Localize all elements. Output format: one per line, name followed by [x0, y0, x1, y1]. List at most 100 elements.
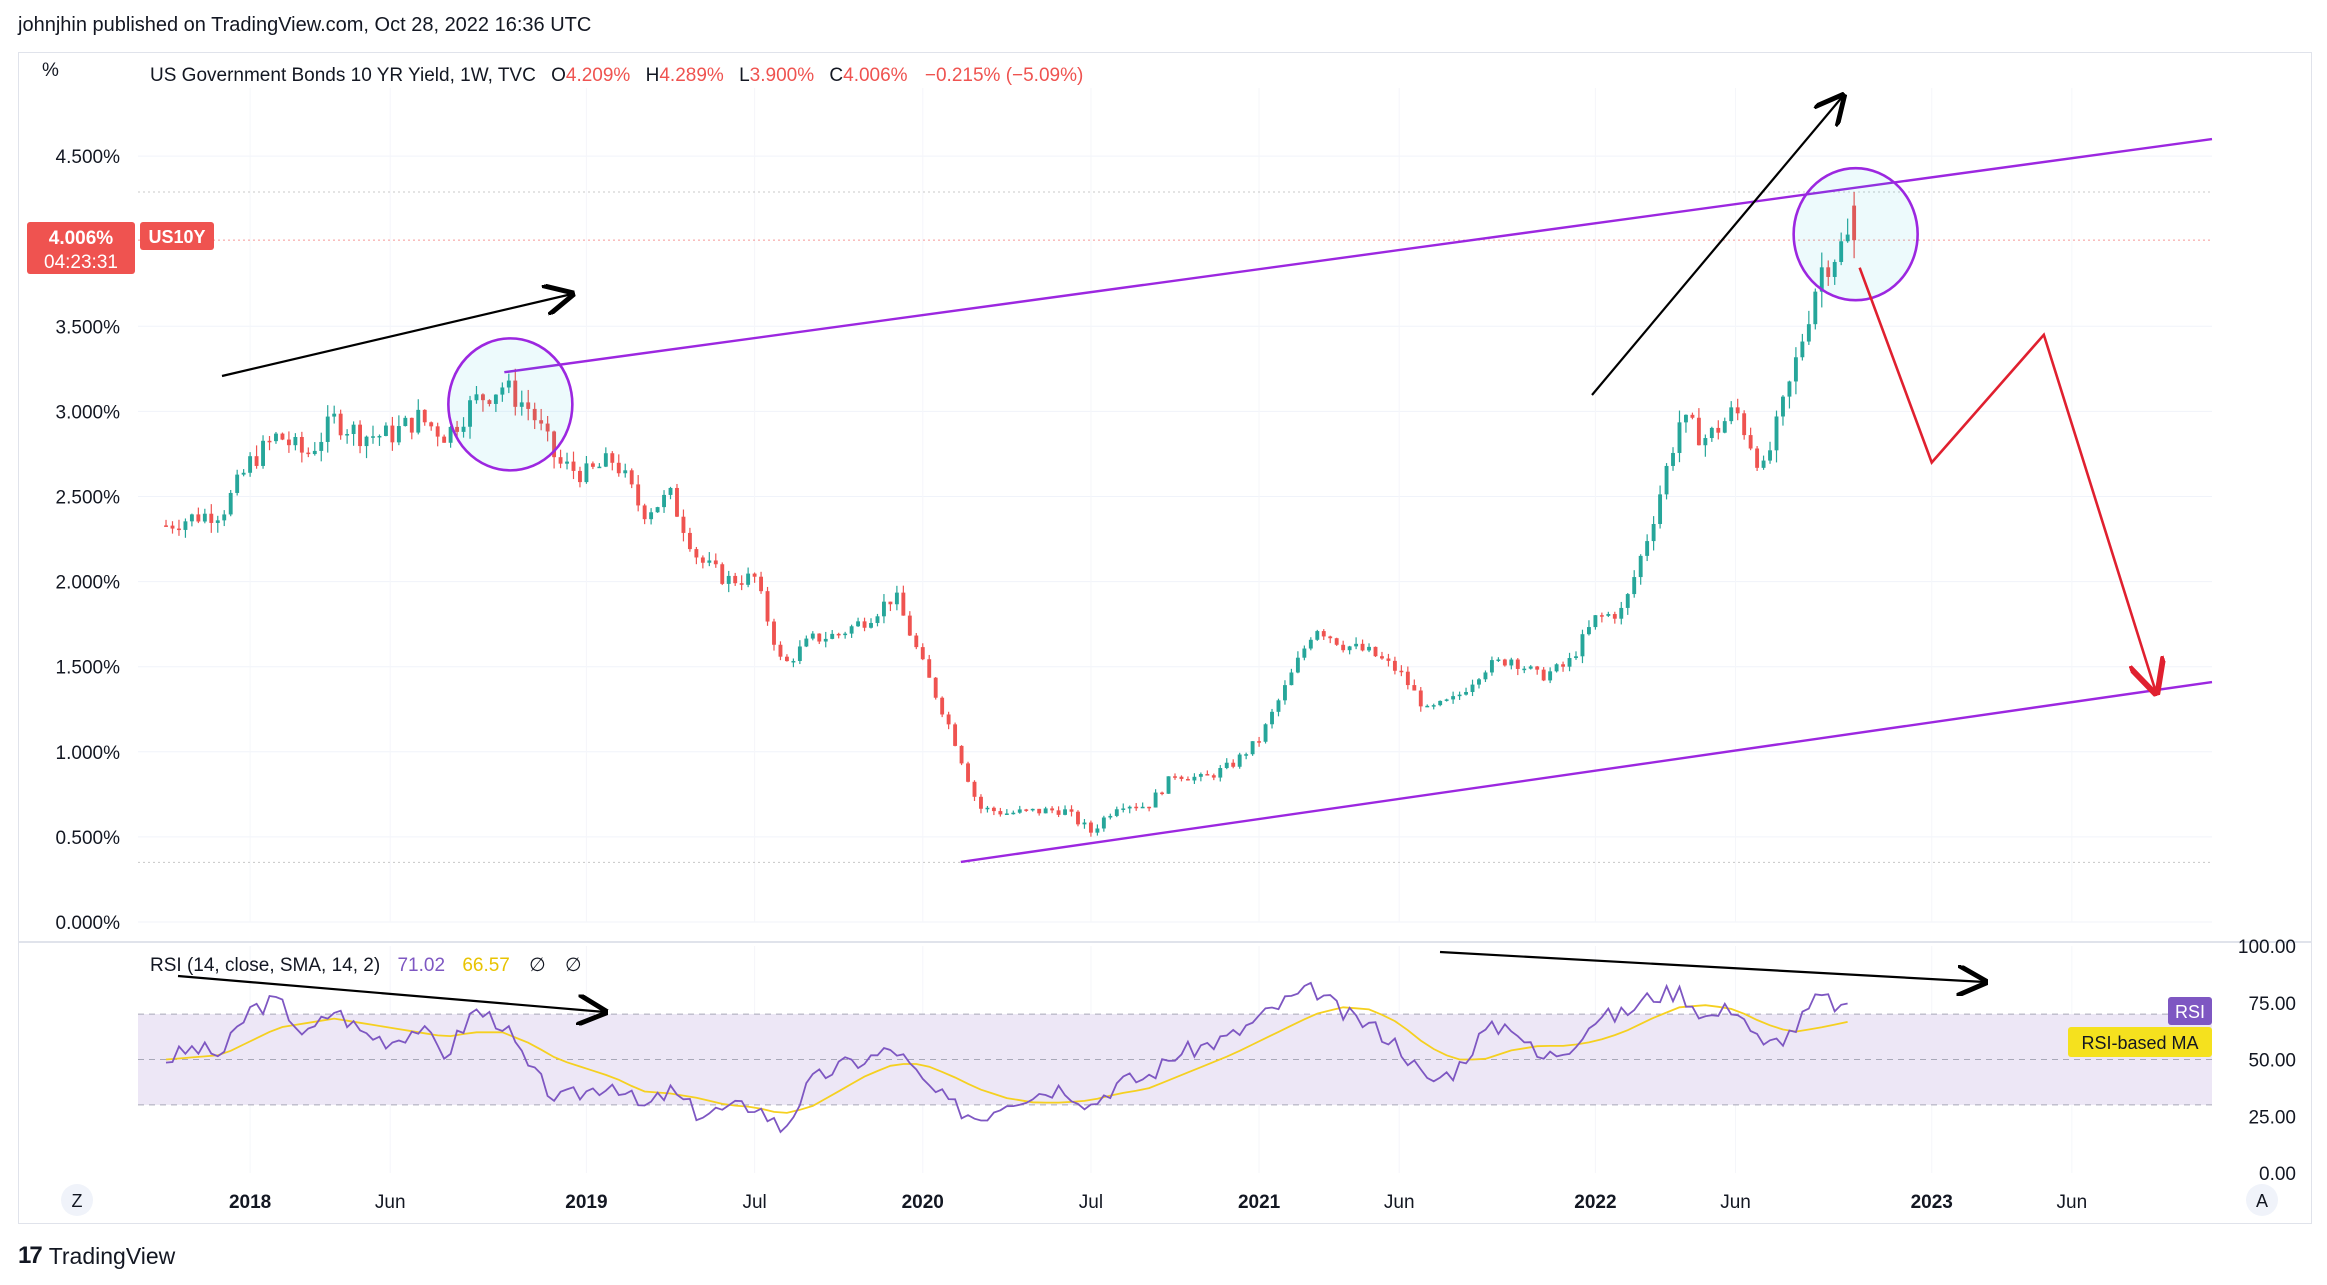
candle-body — [383, 425, 388, 436]
candle-body — [720, 564, 725, 584]
candle-body — [1586, 627, 1591, 635]
rsi-tick-label: 75.00 — [2248, 994, 2296, 1015]
candle-body — [1567, 658, 1572, 667]
candle-body — [403, 417, 408, 427]
candle-body — [765, 591, 770, 622]
candle-body — [1095, 828, 1100, 833]
candle-body — [1832, 261, 1837, 277]
trend-arrow — [221, 294, 572, 378]
auto-scale-button[interactable]: A — [2246, 1184, 2278, 1216]
candle-body — [1192, 776, 1197, 781]
candle-body — [1037, 808, 1042, 814]
candle-body — [1185, 778, 1190, 781]
candle-body — [797, 646, 802, 661]
candle-body — [1509, 659, 1514, 666]
time-tick-label: Jun — [2057, 1192, 2088, 1213]
zoom-button-left[interactable]: Z — [61, 1184, 93, 1216]
candle-body — [565, 461, 569, 464]
candle-body — [1347, 646, 1352, 651]
candle-body — [636, 484, 641, 506]
rsi-series[interactable] — [165, 981, 1848, 1134]
rsi-axis[interactable]: 0.00 25.00 50.00 75.00 100.00 — [2238, 937, 2296, 1185]
candle-body — [481, 394, 485, 401]
candle-body — [739, 583, 744, 585]
candle-body — [306, 452, 311, 455]
candle-body — [1276, 700, 1281, 712]
candle-body — [1793, 357, 1798, 382]
candle-body — [241, 472, 246, 475]
legend-h-label: H — [646, 65, 660, 86]
candle-body — [1328, 636, 1333, 639]
candle-body — [1153, 792, 1158, 808]
legend-symbol: US Government Bonds 10 YR Yield, 1W, TVC — [150, 65, 536, 86]
candle-body — [927, 659, 932, 678]
highlight-circle — [447, 337, 574, 472]
candle-body — [228, 492, 233, 515]
candle-body — [1729, 407, 1734, 422]
candle-body — [1593, 615, 1598, 628]
candle-body — [1302, 648, 1307, 658]
candle-body — [429, 422, 434, 427]
rsi-ma-badge-label: RSI-based MA — [2081, 1033, 2198, 1053]
candle-body — [358, 424, 363, 447]
candle-body — [1250, 741, 1255, 755]
candle-body — [1671, 452, 1675, 466]
candle-body — [616, 462, 621, 474]
candle-body — [1806, 324, 1811, 342]
candle-body — [1612, 614, 1617, 619]
candle-body — [1819, 267, 1824, 292]
rsi-badge-label: RSI — [2175, 1002, 2205, 1022]
candle-body — [1839, 241, 1844, 262]
time-tick-label: 2020 — [902, 1192, 944, 1213]
candle-body — [1431, 705, 1436, 707]
trend-arrow — [1591, 96, 1843, 396]
candle-body — [286, 439, 291, 446]
candle-body — [1619, 607, 1624, 619]
candlestick-series[interactable] — [164, 191, 1857, 837]
candle-body — [345, 434, 350, 436]
drawing-annotations[interactable] — [177, 96, 2213, 1012]
candle-body — [1528, 666, 1533, 669]
candle-body — [1742, 413, 1747, 436]
time-axis[interactable]: 2018 Jun 2019 Jul 2020 Jul 2021 Jun 2022 Jun 2023 J… — [229, 1192, 2087, 1213]
candle-body — [1257, 741, 1262, 743]
footer-logo[interactable]: 17 TradingView — [18, 1242, 175, 1270]
time-tick-label: 2023 — [1911, 1192, 1953, 1213]
candle-body — [726, 575, 731, 584]
price-tick-label: 2.000% — [56, 573, 121, 594]
candle-body — [966, 763, 970, 782]
price-axis[interactable]: 0.000% 0.500% 1.000% 1.500% 2.000% 2.500% 3.00… — [56, 147, 121, 934]
time-tick-label: 2022 — [1574, 1192, 1616, 1213]
candle-body — [869, 622, 873, 628]
candle-body — [545, 423, 550, 432]
candle-body — [1231, 762, 1236, 767]
candle-body — [1050, 808, 1055, 811]
candle-body — [1768, 450, 1772, 461]
candle-body — [293, 436, 298, 446]
rsi-tick-label: 50.00 — [2248, 1051, 2296, 1072]
time-tick-label: Jul — [742, 1192, 766, 1213]
candle-body — [1438, 700, 1443, 706]
chart-frame[interactable] — [18, 52, 2312, 1224]
candle-body — [500, 387, 505, 395]
price-tick-label: 0.500% — [56, 828, 121, 849]
candle-body — [668, 487, 673, 495]
candle-body — [325, 416, 330, 442]
candle-body — [1787, 381, 1792, 397]
candle-body — [1069, 809, 1074, 812]
candle-body — [655, 507, 660, 513]
candle-body — [933, 677, 938, 698]
candle-body — [746, 573, 751, 585]
candle-body — [1477, 679, 1481, 685]
candle-body — [1645, 541, 1650, 556]
candle-body — [1063, 809, 1067, 815]
candle-body — [888, 601, 893, 605]
candle-body — [694, 549, 699, 558]
candle-body — [261, 440, 265, 466]
candle-body — [700, 557, 705, 563]
legend-o-label: O — [551, 65, 566, 86]
candle-body — [1457, 694, 1462, 697]
candle-body — [649, 512, 654, 520]
axis-unit-label: % — [42, 60, 59, 81]
